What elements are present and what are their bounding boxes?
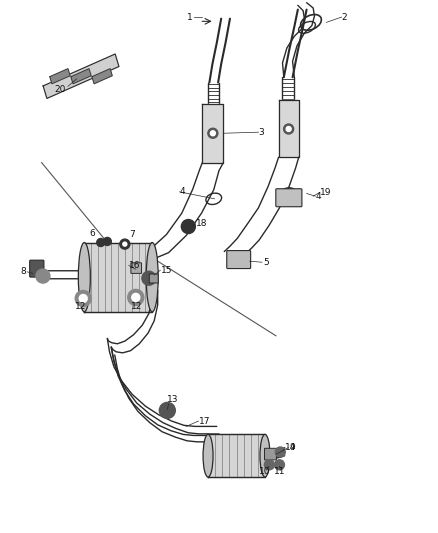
FancyBboxPatch shape [265, 448, 276, 460]
Ellipse shape [203, 434, 213, 477]
Polygon shape [92, 69, 112, 84]
Circle shape [159, 402, 175, 418]
Text: 4: 4 [180, 188, 185, 196]
Text: 5: 5 [263, 258, 268, 266]
Polygon shape [202, 104, 223, 163]
Circle shape [123, 242, 127, 246]
Circle shape [265, 460, 274, 470]
Circle shape [210, 131, 215, 136]
Text: 12: 12 [74, 302, 86, 311]
FancyBboxPatch shape [30, 260, 44, 277]
Polygon shape [279, 100, 299, 157]
Circle shape [75, 290, 91, 306]
Text: 11: 11 [274, 467, 285, 476]
Text: 7: 7 [129, 230, 135, 239]
Text: 1: 1 [187, 13, 193, 21]
Circle shape [208, 128, 218, 138]
Circle shape [132, 293, 140, 302]
Ellipse shape [78, 243, 90, 312]
Circle shape [128, 289, 144, 305]
Text: 4: 4 [315, 192, 321, 200]
Circle shape [142, 271, 156, 285]
Text: 10: 10 [259, 467, 271, 476]
Circle shape [275, 460, 284, 470]
Circle shape [103, 237, 111, 246]
Text: 17: 17 [199, 417, 211, 425]
Polygon shape [84, 243, 152, 312]
Text: 8: 8 [21, 268, 26, 276]
Text: 16: 16 [129, 261, 141, 270]
Circle shape [284, 124, 293, 134]
Ellipse shape [146, 243, 158, 312]
Polygon shape [43, 54, 119, 99]
Polygon shape [208, 434, 265, 477]
FancyBboxPatch shape [131, 263, 141, 273]
Ellipse shape [260, 434, 270, 477]
Text: 3: 3 [258, 128, 264, 136]
Circle shape [120, 239, 130, 249]
FancyBboxPatch shape [227, 251, 251, 269]
Circle shape [97, 238, 105, 247]
Text: 12: 12 [131, 302, 142, 311]
Text: 13: 13 [167, 395, 179, 404]
Text: 14: 14 [285, 443, 296, 452]
FancyBboxPatch shape [149, 274, 158, 283]
Circle shape [181, 220, 195, 233]
Text: 6: 6 [90, 229, 95, 238]
Text: 9: 9 [289, 443, 295, 452]
Circle shape [36, 269, 50, 283]
FancyBboxPatch shape [276, 189, 302, 207]
Polygon shape [71, 69, 91, 84]
Polygon shape [50, 69, 70, 84]
Circle shape [286, 126, 291, 132]
Circle shape [79, 294, 87, 303]
Text: 19: 19 [320, 189, 331, 197]
Circle shape [276, 447, 285, 457]
Text: 18: 18 [196, 220, 208, 228]
Text: 20: 20 [55, 85, 66, 94]
Text: 2: 2 [342, 13, 347, 21]
Text: 15: 15 [161, 266, 173, 274]
